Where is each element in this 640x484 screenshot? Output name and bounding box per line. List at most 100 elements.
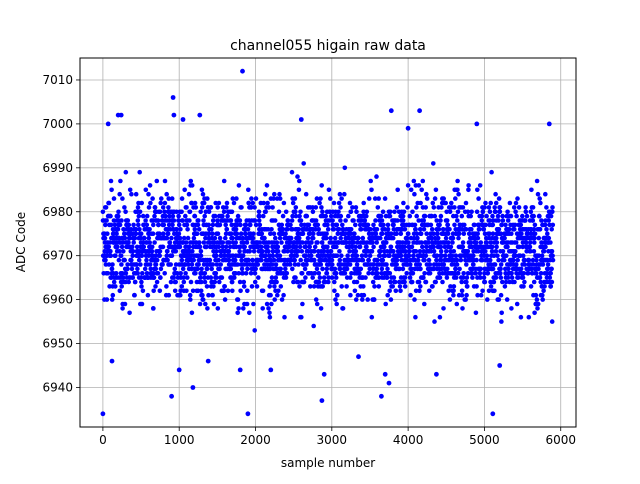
data-point xyxy=(271,231,277,236)
data-point xyxy=(382,196,388,201)
data-point xyxy=(441,306,446,311)
data-point xyxy=(249,284,255,289)
data-point xyxy=(517,244,522,250)
x-tick-label: 0 xyxy=(99,433,107,447)
data-point xyxy=(522,279,527,285)
data-point xyxy=(484,253,490,258)
data-point xyxy=(456,235,461,241)
data-point xyxy=(195,266,200,272)
data-point xyxy=(117,288,123,294)
data-point xyxy=(221,178,227,184)
data-point-outlier xyxy=(170,95,176,100)
data-point xyxy=(245,266,250,272)
data-point xyxy=(235,262,240,267)
data-point xyxy=(108,253,114,258)
data-point xyxy=(296,262,301,267)
data-point xyxy=(485,271,491,276)
data-point xyxy=(266,249,271,254)
data-point xyxy=(326,275,331,280)
data-point xyxy=(547,275,553,280)
data-point xyxy=(222,253,227,258)
data-point xyxy=(468,240,474,245)
data-point xyxy=(383,301,389,307)
data-point xyxy=(433,279,439,285)
data-point xyxy=(365,297,371,302)
data-point-outlier xyxy=(109,358,115,364)
data-point xyxy=(354,279,360,285)
data-point xyxy=(145,292,151,298)
data-point xyxy=(335,231,341,236)
data-point xyxy=(411,253,416,258)
data-point xyxy=(167,213,172,219)
data-point xyxy=(316,279,322,285)
data-point xyxy=(283,266,288,272)
data-point xyxy=(341,227,346,232)
data-point xyxy=(181,235,187,241)
data-point xyxy=(408,292,413,298)
data-point xyxy=(388,209,393,215)
data-point xyxy=(488,284,494,289)
data-point xyxy=(426,257,432,263)
data-point xyxy=(162,271,167,276)
data-point xyxy=(149,244,155,250)
data-point xyxy=(527,244,533,250)
data-point xyxy=(135,218,141,223)
data-point xyxy=(395,187,401,193)
data-point xyxy=(475,235,481,241)
data-point xyxy=(239,205,244,210)
data-point xyxy=(319,205,324,210)
data-point xyxy=(496,218,501,223)
data-point xyxy=(465,284,470,289)
data-point-outlier xyxy=(321,371,327,377)
data-point xyxy=(450,240,455,245)
data-point xyxy=(284,271,290,276)
data-point xyxy=(420,178,426,184)
data-point xyxy=(493,249,499,254)
data-point xyxy=(463,297,469,302)
data-point xyxy=(187,218,192,223)
data-point xyxy=(189,183,195,188)
data-point xyxy=(369,314,375,320)
data-point xyxy=(399,257,404,263)
data-point xyxy=(338,218,343,223)
data-point xyxy=(370,279,376,285)
data-point-outlier xyxy=(386,380,392,386)
data-point xyxy=(304,213,310,219)
data-point xyxy=(429,227,435,232)
data-point xyxy=(332,279,337,285)
data-point xyxy=(334,222,340,228)
data-point xyxy=(492,288,497,294)
data-point xyxy=(460,275,466,280)
data-point xyxy=(431,161,436,166)
data-point xyxy=(444,249,449,254)
data-point xyxy=(118,253,124,258)
data-point xyxy=(250,257,255,263)
data-point xyxy=(198,209,203,215)
data-point xyxy=(314,266,320,272)
data-point xyxy=(538,271,544,276)
data-point xyxy=(234,222,240,228)
data-point xyxy=(187,244,192,250)
data-point-outlier xyxy=(319,398,325,403)
data-point xyxy=(502,235,507,241)
data-point xyxy=(375,271,380,276)
data-point xyxy=(202,271,208,276)
data-point xyxy=(133,231,139,236)
data-point-outlier xyxy=(237,367,243,373)
data-point xyxy=(540,297,545,302)
data-point xyxy=(331,200,337,206)
data-point xyxy=(532,310,537,316)
data-point xyxy=(302,266,308,272)
data-point-outlier xyxy=(497,363,503,368)
data-point xyxy=(459,213,465,219)
data-point xyxy=(127,235,133,241)
data-point xyxy=(294,253,300,258)
data-point xyxy=(402,244,407,250)
data-point xyxy=(121,227,126,232)
data-point xyxy=(200,292,205,298)
data-point xyxy=(344,284,349,289)
data-point xyxy=(153,284,158,289)
data-point xyxy=(415,235,420,241)
data-point xyxy=(542,222,548,228)
data-point xyxy=(283,209,289,215)
